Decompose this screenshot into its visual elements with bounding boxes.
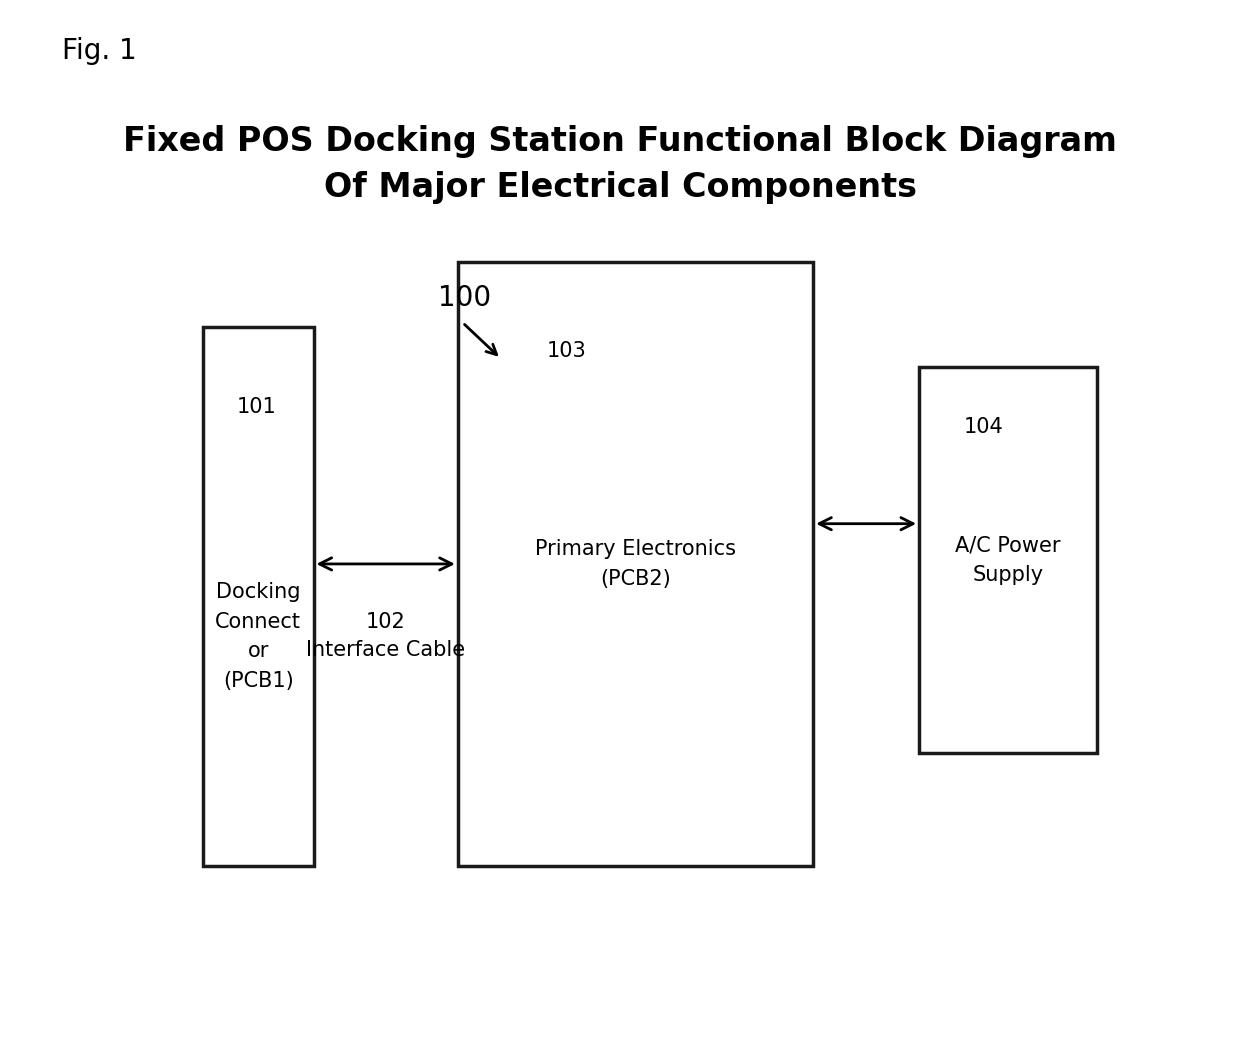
Bar <box>919 367 1096 753</box>
Text: 104: 104 <box>963 417 1003 437</box>
Text: 103: 103 <box>547 341 587 361</box>
Text: Fig. 1: Fig. 1 <box>62 37 136 65</box>
Bar <box>203 326 314 865</box>
Text: Primary Electronics
(PCB2): Primary Electronics (PCB2) <box>534 539 737 588</box>
Text: Docking
Connect
or
(PCB1): Docking Connect or (PCB1) <box>216 582 301 691</box>
Text: A/C Power
Supply: A/C Power Supply <box>955 535 1060 585</box>
Text: Fixed POS Docking Station Functional Block Diagram
Of Major Electrical Component: Fixed POS Docking Station Functional Blo… <box>123 125 1117 205</box>
Text: 100: 100 <box>439 284 491 312</box>
Text: 102
Interface Cable: 102 Interface Cable <box>306 612 465 660</box>
Bar <box>458 262 813 865</box>
Text: 101: 101 <box>236 397 277 417</box>
